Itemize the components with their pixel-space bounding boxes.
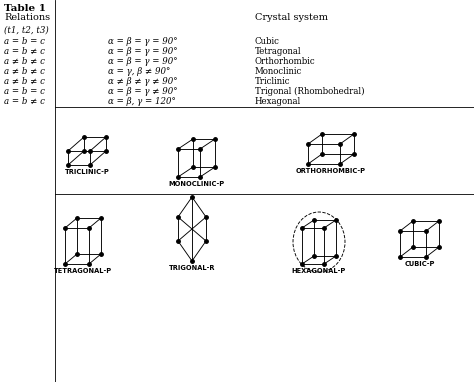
Text: Crystal system: Crystal system <box>255 13 328 22</box>
Text: a ≠ b ≠ c: a ≠ b ≠ c <box>4 57 45 66</box>
Text: Relations: Relations <box>4 13 50 22</box>
Text: Cubic: Cubic <box>255 37 280 46</box>
Text: a = b ≠ c: a = b ≠ c <box>4 97 45 106</box>
Text: α ≠ β ≠ γ ≠ 90°: α ≠ β ≠ γ ≠ 90° <box>108 77 178 86</box>
Text: Triclinic: Triclinic <box>255 77 291 86</box>
Text: Hexagonal: Hexagonal <box>255 97 301 106</box>
Text: α = β = γ = 90°: α = β = γ = 90° <box>108 47 178 56</box>
Text: (t1, t2, t3): (t1, t2, t3) <box>4 26 49 35</box>
Text: α = β, γ = 120°: α = β, γ = 120° <box>108 97 176 106</box>
Text: a = b = c: a = b = c <box>4 37 45 46</box>
Text: TRICLINIC-P: TRICLINIC-P <box>64 169 109 175</box>
Text: Trigonal (Rhombohedral): Trigonal (Rhombohedral) <box>255 87 365 96</box>
Text: α = β = γ = 90°: α = β = γ = 90° <box>108 37 178 46</box>
Text: a = b = c: a = b = c <box>4 87 45 96</box>
Text: Table 1: Table 1 <box>4 4 46 13</box>
Text: α = γ, β ≠ 90°: α = γ, β ≠ 90° <box>108 67 170 76</box>
Text: α = β = γ ≠ 90°: α = β = γ ≠ 90° <box>108 87 178 96</box>
Text: Tetragonal: Tetragonal <box>255 47 301 56</box>
Text: HEXAGONAL-P: HEXAGONAL-P <box>292 268 346 274</box>
Text: TETRAGONAL-P: TETRAGONAL-P <box>54 268 112 274</box>
Text: a = b ≠ c: a = b ≠ c <box>4 47 45 56</box>
Text: ORTHORHOMBIC-P: ORTHORHOMBIC-P <box>296 168 366 174</box>
Text: TRIGONAL-R: TRIGONAL-R <box>169 265 215 271</box>
Text: Monoclinic: Monoclinic <box>255 67 302 76</box>
Text: α = β = γ = 90°: α = β = γ = 90° <box>108 57 178 66</box>
Text: a ≠ b ≠ c: a ≠ b ≠ c <box>4 77 45 86</box>
Text: MONOCLINIC-P: MONOCLINIC-P <box>168 181 225 187</box>
Text: a ≠ b ≠ c: a ≠ b ≠ c <box>4 67 45 76</box>
Text: CUBIC-P: CUBIC-P <box>404 261 435 267</box>
Text: Orthorhombic: Orthorhombic <box>255 57 316 66</box>
